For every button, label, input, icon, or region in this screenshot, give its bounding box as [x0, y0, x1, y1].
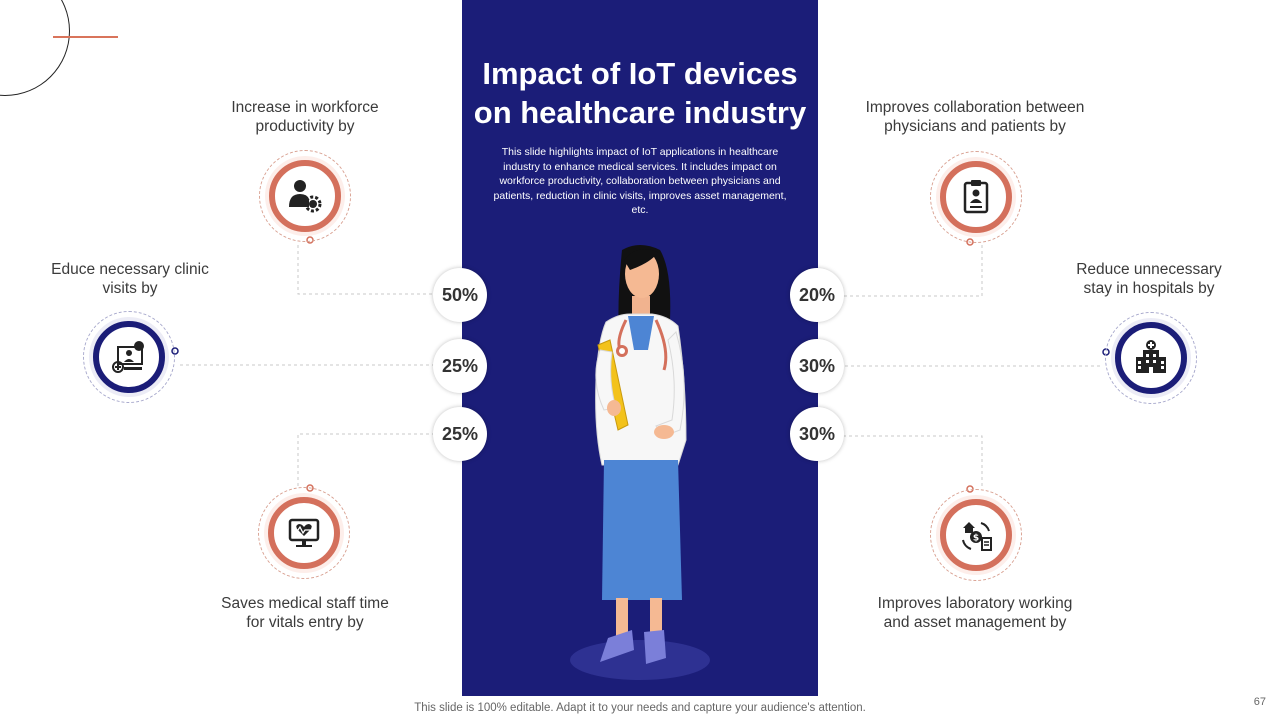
svg-text:$: $: [973, 534, 979, 544]
hospital-building-icon-circle: [1105, 312, 1197, 404]
decorative-line: [53, 36, 118, 38]
heart-monitor-icon: [288, 518, 320, 547]
worker-gear-icon: [289, 180, 322, 213]
clipboard-doctor-icon: [963, 180, 989, 214]
footer-note: This slide is 100% editable. Adapt it to…: [414, 702, 866, 714]
value-clinic-visits: 25%: [433, 339, 487, 393]
hospital-building-icon: [1136, 340, 1166, 373]
label-workforce-productivity: Increase in workforce productivity by: [231, 99, 379, 135]
label-collaboration: Improves collaboration between physician…: [865, 99, 1085, 135]
value-hospital-stay: 30%: [790, 339, 844, 393]
telemedicine-icon: [112, 341, 144, 373]
clipboard-doctor-icon-circle: [930, 151, 1022, 243]
label-laboratory-asset: Improves laboratory working and asset ma…: [877, 595, 1073, 631]
telemedicine-icon-circle: [83, 311, 175, 403]
value-collaboration: 20%: [790, 268, 844, 322]
label-hospital-stay: Reduce unnecessary stay in hospitals by: [1076, 261, 1222, 297]
label-clinic-visits: Educe necessary clinic visits by: [51, 261, 209, 297]
value-workforce-productivity: 50%: [433, 268, 487, 322]
value-laboratory-asset: 30%: [790, 407, 844, 461]
worker-gear-icon-circle: [259, 150, 351, 242]
heart-monitor-icon-circle: [258, 487, 350, 579]
asset-cycle-icon-circle: $: [930, 489, 1022, 581]
slide-title: Impact of IoT devices on healthcare indu…: [473, 56, 807, 130]
slide-description: This slide highlights impact of IoT appl…: [493, 146, 787, 216]
doctor-illustration: [570, 245, 710, 680]
value-vitals-entry: 25%: [433, 407, 487, 461]
asset-cycle-icon: $: [962, 522, 992, 551]
page-number: 67: [1253, 696, 1266, 708]
label-vitals-entry: Saves medical staff time for vitals entr…: [221, 595, 389, 631]
